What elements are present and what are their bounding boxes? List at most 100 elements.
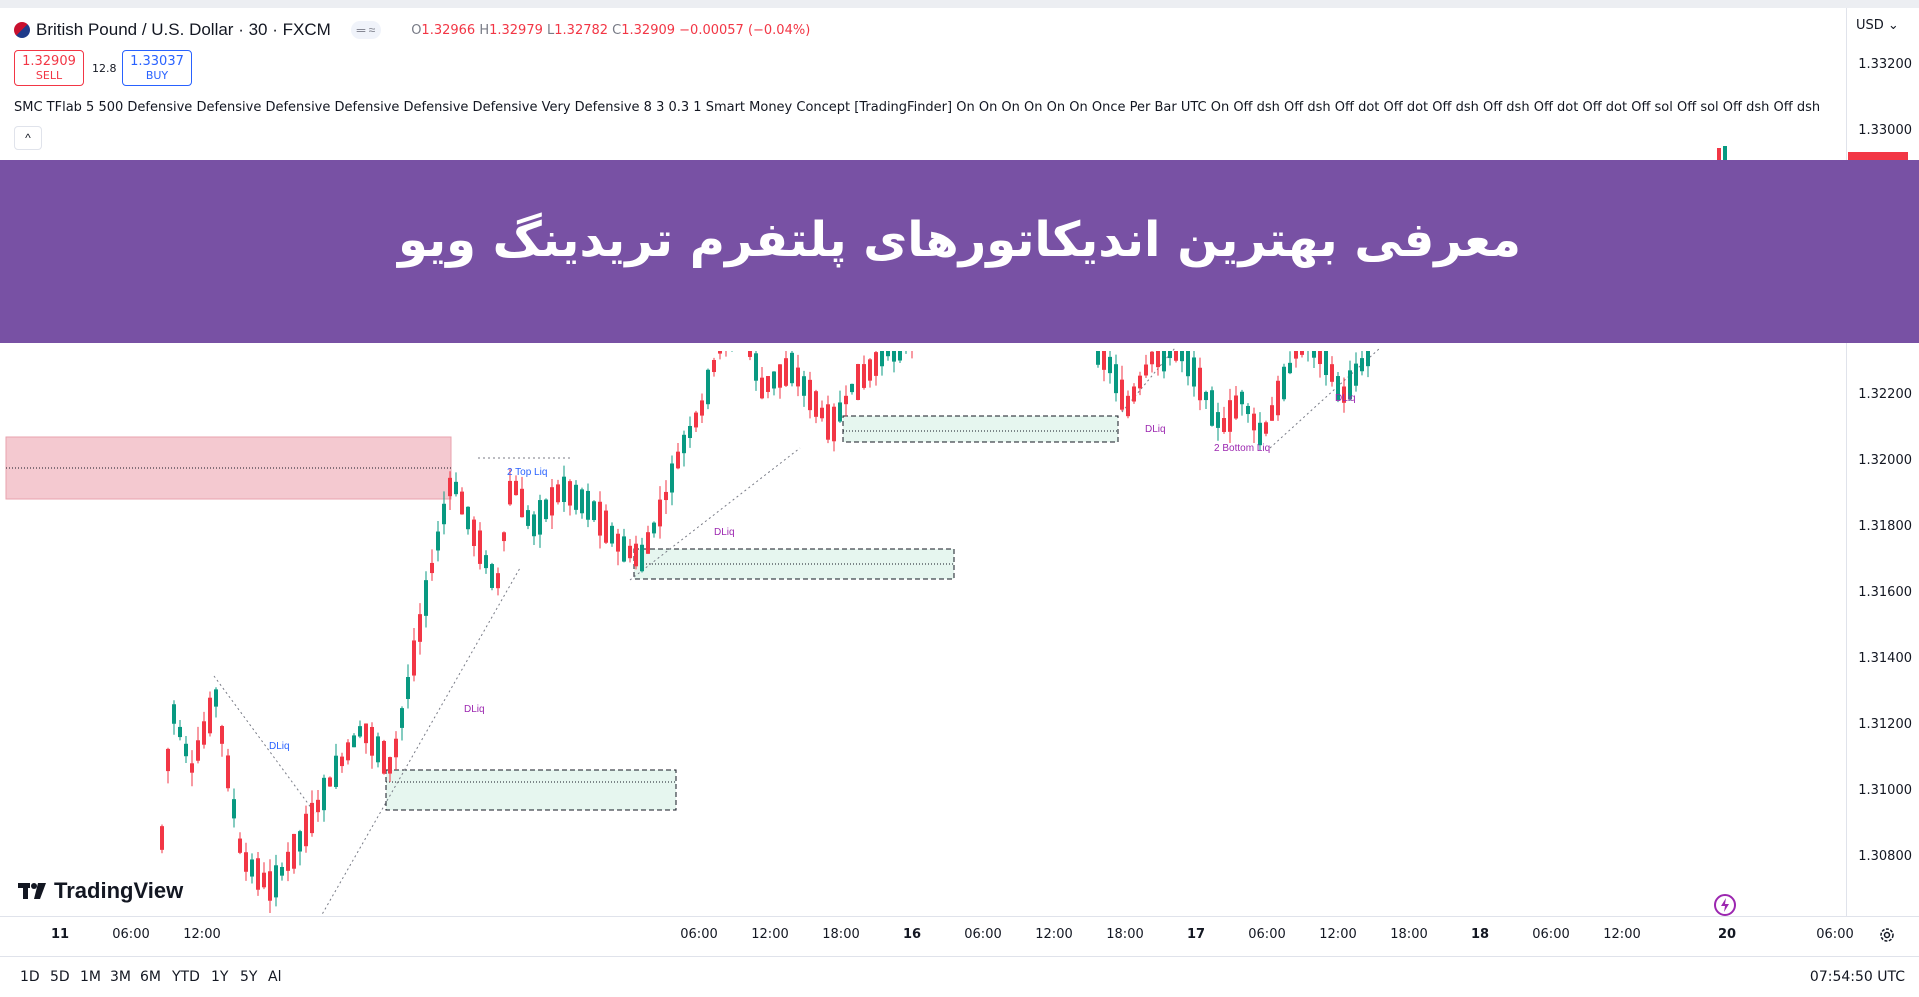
dliq-label-4: DLiq: [1145, 424, 1166, 435]
dliq-label-2: DLiq: [464, 704, 485, 715]
candle-body: [604, 510, 608, 543]
candle-body: [1138, 375, 1142, 389]
candle-body: [358, 726, 362, 737]
utc-clock[interactable]: 07:54:50 UTC: [1809, 969, 1905, 985]
lightning-icon[interactable]: [1713, 893, 1737, 917]
candle-body: [1216, 412, 1220, 428]
candle-body: [1252, 413, 1256, 431]
candle-body: [418, 614, 422, 642]
time-label: 12:00: [751, 927, 789, 942]
candle-body: [634, 543, 638, 567]
range-all-button[interactable]: All: [268, 969, 282, 985]
time-axis[interactable]: 11 06:00 12:00 06:00 12:00 18:00 16 06:0…: [0, 916, 1919, 957]
candle-body: [700, 400, 704, 416]
candle-body: [322, 777, 326, 811]
price-tick: 1.33200: [1858, 57, 1912, 72]
time-label: 06:00: [1248, 927, 1286, 942]
candle-body: [712, 359, 716, 373]
change-value: −0.00057 (−0.04%): [679, 22, 811, 38]
candle-body: [244, 852, 248, 872]
candle-body: [484, 555, 488, 569]
candle-body: [706, 369, 710, 405]
banner-title: معرفی بهترین اندیکاتورهای پلتفرم تریدینگ…: [398, 212, 1521, 268]
candle-body: [472, 519, 476, 547]
chart-area[interactable]: DLiq DLiq DLiq DLiq DLiq 2 Top Liq 2 Bot…: [0, 8, 1846, 916]
candle-body: [400, 708, 404, 728]
candle-body: [208, 697, 212, 734]
candle-body: [1354, 363, 1358, 386]
time-label: 18: [1470, 927, 1490, 942]
candle-body: [526, 510, 530, 526]
candle-body: [1258, 422, 1262, 446]
range-3m-button[interactable]: 3M: [110, 969, 131, 985]
range-5d-button[interactable]: 5D: [50, 969, 70, 985]
symbol-title[interactable]: British Pound / U.S. Dollar · 30 · FXCM: [36, 20, 331, 39]
gbp-usd-flag-icon: [14, 22, 30, 38]
range-6m-button[interactable]: 6M: [140, 969, 161, 985]
candle-body: [376, 736, 380, 763]
candle-body: [460, 491, 464, 515]
candle-body: [1102, 351, 1106, 370]
candle-body: [340, 756, 344, 767]
price-tick: 1.31000: [1858, 783, 1912, 798]
candle-body: [370, 726, 374, 756]
liq-line-1: [213, 675, 316, 814]
time-label: 12:00: [1319, 927, 1357, 942]
candle-body: [346, 742, 350, 761]
settings-gear-icon[interactable]: [1878, 926, 1896, 944]
candle-body: [1168, 351, 1172, 359]
time-label: 06:00: [964, 927, 1002, 942]
candle-body: [532, 514, 536, 537]
candle-body: [1723, 146, 1727, 168]
candle-body: [232, 799, 236, 819]
tradingview-logo[interactable]: TradingView: [18, 878, 183, 904]
range-5y-button[interactable]: 5Y: [240, 969, 258, 985]
price-axis[interactable]: 1.33200 1.33000 1.32200 1.32000 1.31800 …: [1846, 8, 1919, 916]
candle-body: [760, 377, 764, 399]
price-chart[interactable]: DLiq DLiq DLiq DLiq DLiq 2 Top Liq 2 Bot…: [0, 8, 1846, 916]
price-tick: 1.31800: [1858, 519, 1912, 534]
range-1m-button[interactable]: 1M: [80, 969, 101, 985]
candle-body: [190, 763, 194, 773]
candle-body: [1360, 358, 1364, 372]
buy-button[interactable]: 1.33037 BUY: [122, 50, 192, 86]
range-1y-button[interactable]: 1Y: [211, 969, 229, 985]
currency-selector[interactable]: USD ⌄: [1856, 18, 1899, 33]
range-1d-button[interactable]: 1D: [20, 969, 40, 985]
sell-label: SELL: [35, 69, 63, 82]
time-label: 18:00: [1106, 927, 1144, 942]
legend-toggle-pill[interactable]: ═ ≈: [350, 21, 382, 39]
collapse-legend-button[interactable]: ^: [14, 126, 42, 150]
candle-body: [1282, 366, 1286, 400]
candle-body: [442, 503, 446, 525]
candle-body: [1162, 351, 1166, 372]
open-label: O: [411, 22, 422, 38]
candle-body: [280, 866, 284, 876]
candle-body: [682, 434, 686, 454]
candle-body: [790, 352, 794, 384]
candle-body: [424, 580, 428, 616]
candle-body: [508, 480, 512, 505]
range-ytd-button[interactable]: YTD: [172, 969, 200, 985]
candle-body: [466, 506, 470, 530]
candle-body: [802, 376, 806, 396]
candle-body: [874, 352, 878, 376]
sell-price: 1.32909: [22, 54, 76, 69]
candle-body: [622, 536, 626, 562]
indicator-legend[interactable]: SMC TFlab 5 500 Defensive Defensive Defe…: [14, 100, 1821, 115]
spread-value: 12.8: [92, 62, 117, 75]
candle-body: [862, 364, 866, 388]
candle-body: [658, 499, 662, 527]
candle-body: [748, 351, 752, 357]
candle-body: [406, 677, 410, 699]
candle-body: [694, 412, 698, 428]
candle-body: [1348, 370, 1352, 399]
candle-body: [298, 831, 302, 852]
sell-button[interactable]: 1.32909 SELL: [14, 50, 84, 86]
time-label: 18:00: [822, 927, 860, 942]
candle-body: [430, 562, 434, 574]
candle-body: [664, 491, 668, 501]
candle-body: [352, 735, 356, 748]
candle-body: [250, 859, 254, 877]
candle-body: [268, 871, 272, 901]
